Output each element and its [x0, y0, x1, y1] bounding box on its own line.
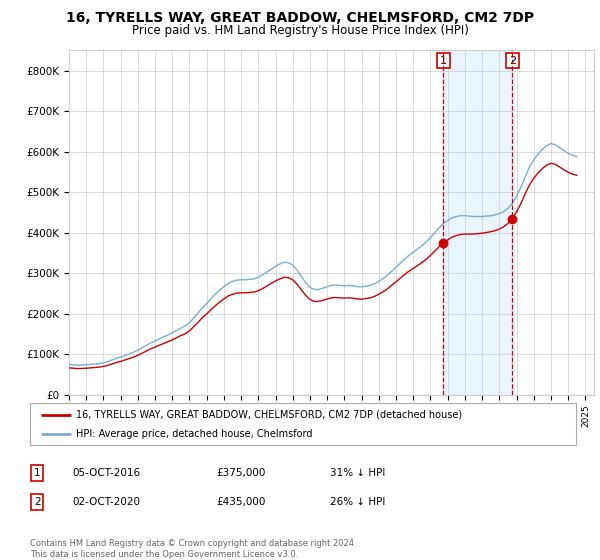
Text: 26% ↓ HPI: 26% ↓ HPI — [330, 497, 385, 507]
Text: 16, TYRELLS WAY, GREAT BADDOW, CHELMSFORD, CM2 7DP: 16, TYRELLS WAY, GREAT BADDOW, CHELMSFOR… — [66, 11, 534, 25]
Text: 05-OCT-2016: 05-OCT-2016 — [72, 468, 140, 478]
Text: 2: 2 — [34, 497, 41, 507]
Text: 1: 1 — [34, 468, 41, 478]
Text: HPI: Average price, detached house, Chelmsford: HPI: Average price, detached house, Chel… — [76, 429, 313, 439]
Text: 1: 1 — [440, 55, 447, 66]
Text: 16, TYRELLS WAY, GREAT BADDOW, CHELMSFORD, CM2 7DP (detached house): 16, TYRELLS WAY, GREAT BADDOW, CHELMSFOR… — [76, 409, 463, 419]
Text: Price paid vs. HM Land Registry's House Price Index (HPI): Price paid vs. HM Land Registry's House … — [131, 24, 469, 36]
Text: 31% ↓ HPI: 31% ↓ HPI — [330, 468, 385, 478]
Text: 2: 2 — [509, 55, 516, 66]
Text: £435,000: £435,000 — [216, 497, 265, 507]
Text: 02-OCT-2020: 02-OCT-2020 — [72, 497, 140, 507]
Text: Contains HM Land Registry data © Crown copyright and database right 2024.
This d: Contains HM Land Registry data © Crown c… — [30, 539, 356, 559]
Text: £375,000: £375,000 — [216, 468, 265, 478]
